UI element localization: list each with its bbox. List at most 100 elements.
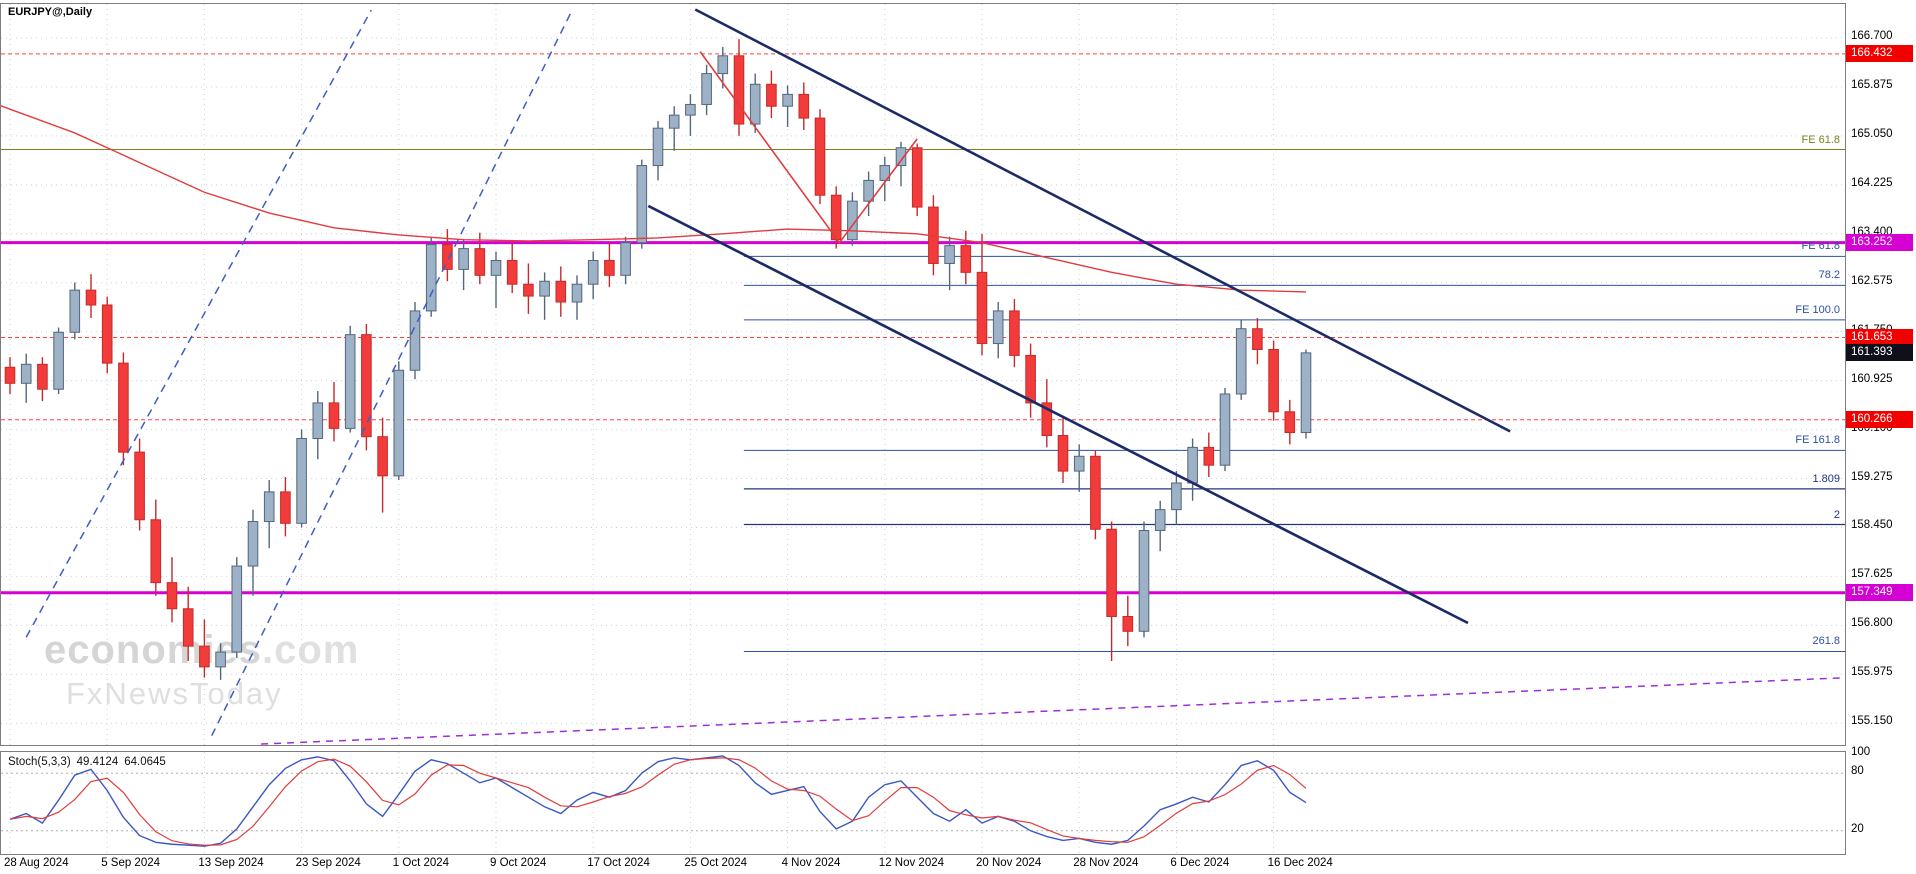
candle [296,437,307,524]
candle [20,363,32,384]
candle [895,147,907,167]
candle [685,103,696,116]
stoch-signal-line [9,757,1307,846]
price-axis-label: 165.875 [1851,78,1893,91]
candle [328,402,340,429]
stoch-main-value: 49.4124 [76,756,119,768]
candle [1073,455,1085,472]
candle [911,147,923,208]
stoch-panel [1,752,1845,854]
candle [150,519,162,584]
symbol-label: EURJPY@,Daily [8,6,93,18]
date-axis-label: 5 Sep 2024 [101,857,161,869]
stoch-name: Stoch(5,3,3) [8,756,71,768]
watermark-brand-tld: .com [261,628,360,672]
candle [1300,352,1312,434]
candle [798,93,810,119]
date-axis-label: 28 Nov 2024 [1073,857,1139,869]
candle [814,117,826,196]
candle [1041,402,1053,437]
candle [604,259,615,276]
candle [1187,446,1198,484]
date-axis-label: 13 Sep 2024 [198,857,264,869]
fib-level-label: 1.809 [1812,472,1840,485]
candle [393,369,405,477]
candle [101,304,113,364]
candle [280,491,291,524]
price-badge: 160.266 [1846,411,1913,429]
date-axis-label: 4 Nov 2024 [781,857,841,869]
candle [263,491,275,523]
candle [53,331,64,390]
candle [1268,348,1279,413]
watermark-subbrand: FxNewsToday [66,676,283,711]
candle [361,334,372,438]
candle [1009,310,1020,356]
candle [425,243,437,312]
candle [1284,411,1296,434]
price-axis-label: 162.575 [1851,274,1893,287]
candle [474,248,486,276]
candle [830,194,842,241]
candle [458,248,469,270]
price-axis-label: 165.050 [1851,127,1893,140]
candle [717,55,729,75]
rising-support-dashed [261,676,1845,745]
stoch-scale-label: 100 [1851,746,1871,758]
candle [1057,435,1069,472]
descending-channel-lower [647,204,1469,625]
candle [1154,509,1166,531]
candle [701,73,712,105]
fib-level-label: 261.8 [1812,635,1840,648]
price-axis-label: 164.225 [1851,176,1893,189]
fib-level-label: 2 [1833,508,1840,521]
price-badge: 166.432 [1846,45,1913,63]
stoch-signal-value: 64.0645 [124,756,166,768]
candle [944,245,955,264]
date-axis-label: 23 Sep 2024 [295,857,361,869]
stoch-scale-label: 80 [1851,765,1864,778]
price-axis-label: 155.150 [1851,715,1893,728]
candle [409,310,421,371]
candle [1203,446,1215,466]
price-axis-label: 156.800 [1851,617,1893,630]
date-axis[interactable]: 28 Aug 2024 5 Sep 2024 13 Sep 2024 23 Sep 2… [0,854,1845,874]
candle [539,280,550,297]
candle [199,645,210,668]
correction-zigzag [699,51,918,245]
candle [4,366,16,384]
date-axis-label: 9 Oct 2024 [490,857,547,869]
candle [442,243,453,270]
fib-level-label: 78.2 [1818,269,1840,282]
candle [668,114,680,129]
candle [312,402,324,439]
candle [182,608,194,647]
fib-level-label: FE 61.8 [1801,240,1840,253]
date-axis-label: 1 Oct 2024 [392,857,450,869]
candle [652,127,664,167]
candle [1106,528,1117,617]
candle [766,83,777,107]
price-axis-label: 160.925 [1851,372,1893,385]
stoch-scale-label: 20 [1851,822,1864,835]
candle [69,289,81,333]
candle [377,436,388,477]
candle [506,259,518,285]
candle [344,334,356,429]
price-badge: 163.252 [1846,234,1913,252]
date-axis-label: 12 Nov 2024 [878,857,945,869]
candle [749,83,761,125]
date-axis-label: 6 Dec 2024 [1170,857,1230,869]
candle [215,651,226,668]
candle [1235,328,1247,395]
fib-level-label: FE 161.8 [1795,434,1840,447]
candle [976,271,988,345]
candle [571,283,583,303]
stoch-main-line [9,755,1307,847]
fib-level-label: FE 61.8 [1801,133,1840,146]
date-axis-label: 28 Aug 2024 [4,857,69,869]
main-panel [1,4,1845,745]
candle [134,451,145,521]
